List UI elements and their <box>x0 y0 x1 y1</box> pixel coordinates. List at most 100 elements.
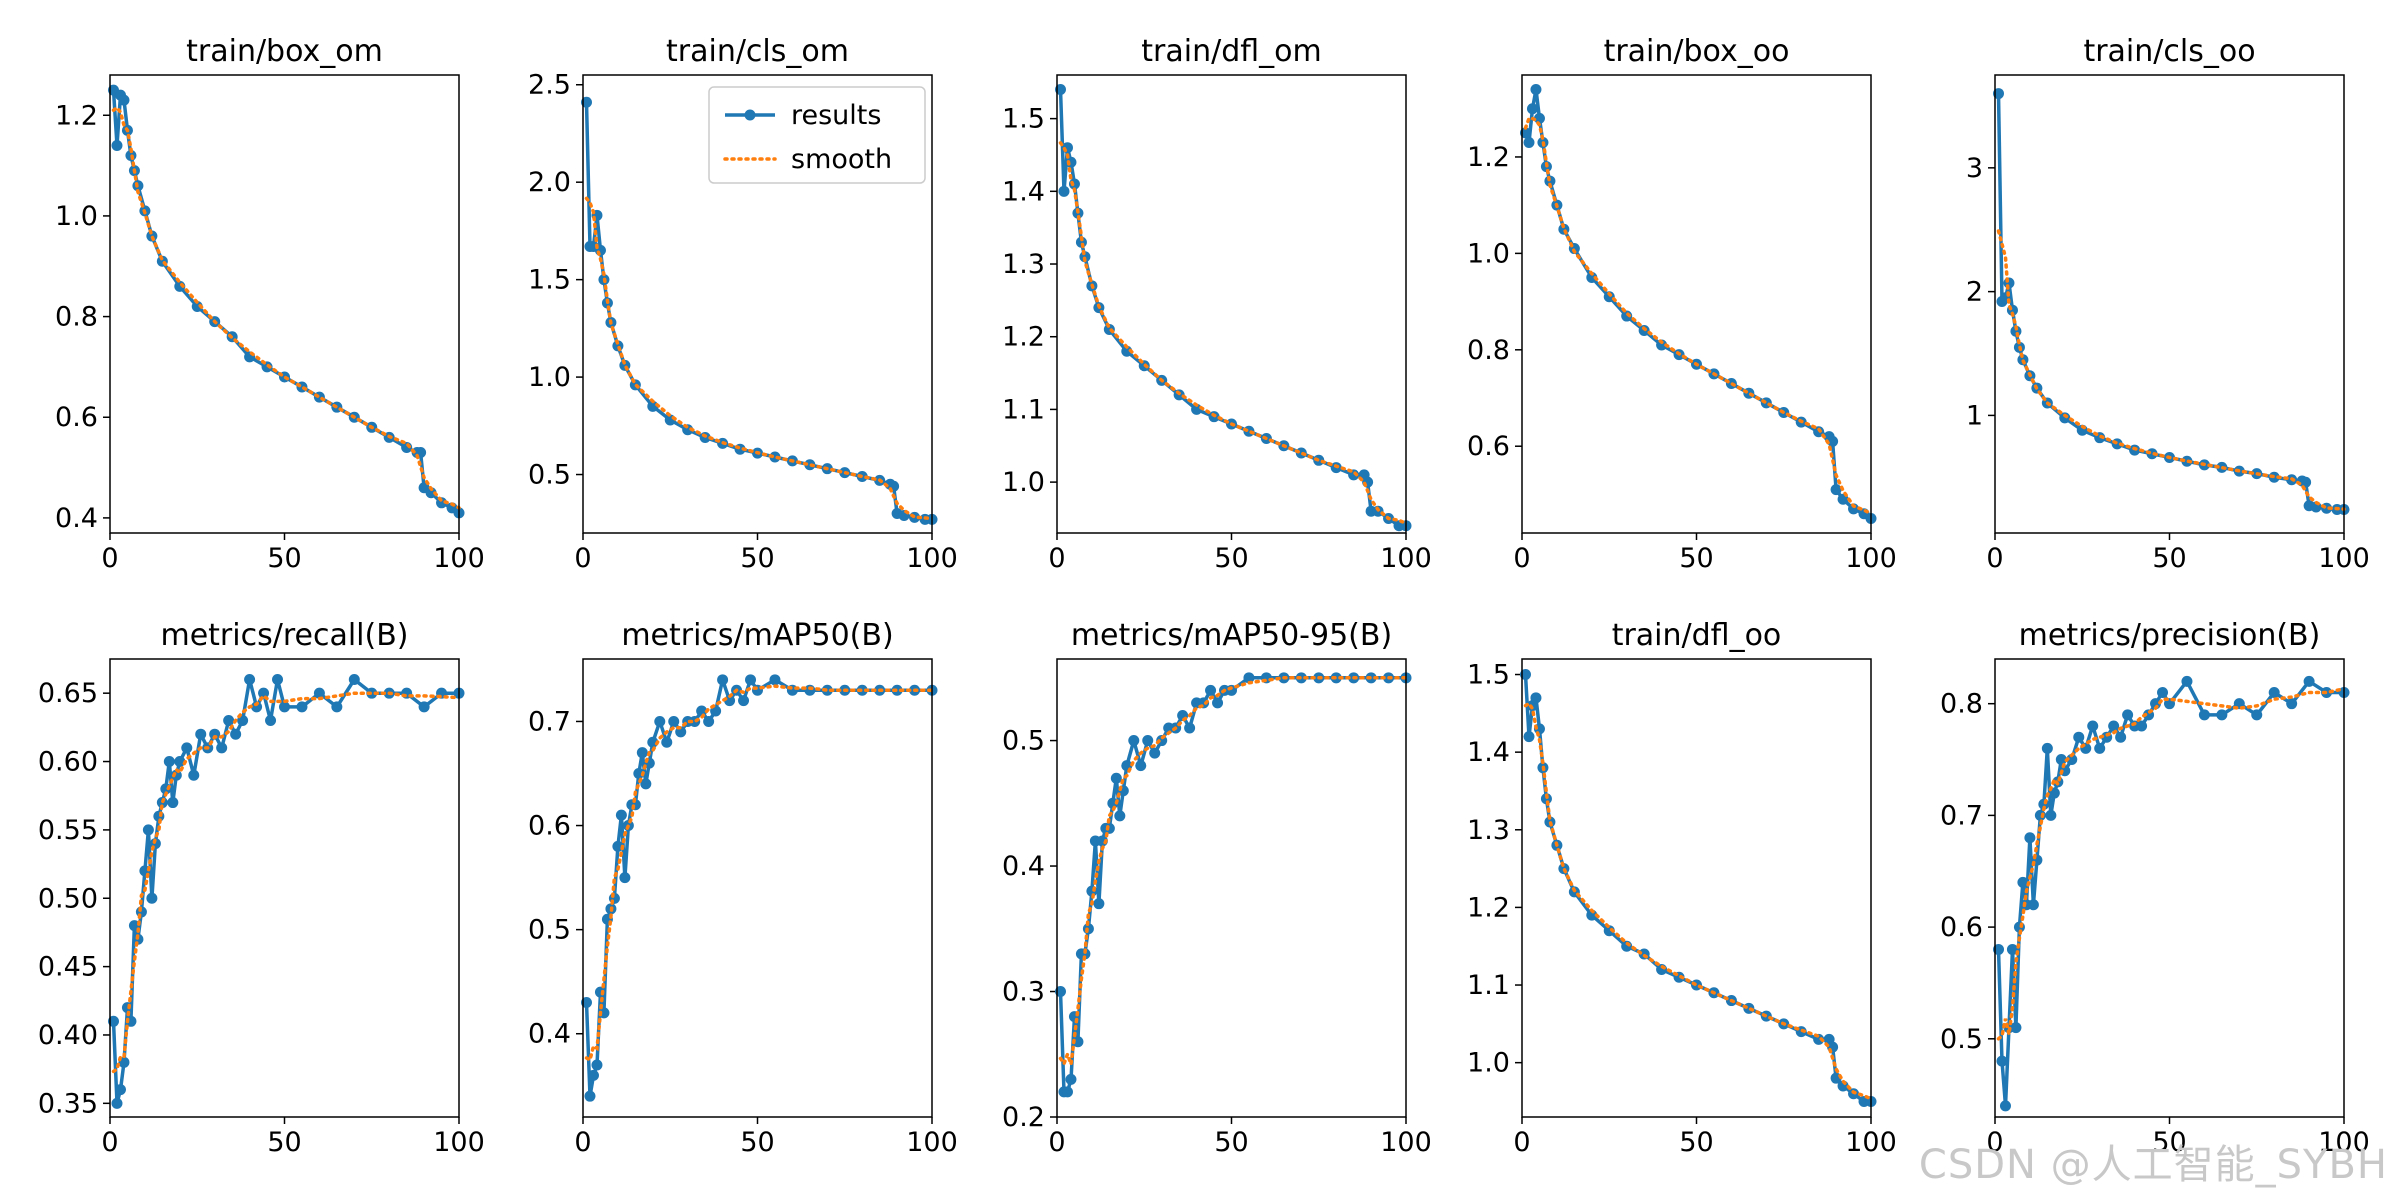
plot-frame <box>582 658 933 1118</box>
y-tick-label: 0.55 <box>38 815 98 846</box>
panel-metrics-recall-B: metrics/recall(B) 0 50 100 0.35 0.40 0.45 0.50 0… <box>38 618 485 1158</box>
y-tick-label: 0.6 <box>1467 431 1510 462</box>
results-point <box>2010 1022 2022 1034</box>
smooth-line <box>584 684 934 1063</box>
results-point <box>769 674 781 686</box>
panel-title: metrics/mAP50-95(B) <box>1071 618 1392 653</box>
y-tick-label: 0.7 <box>528 706 571 737</box>
results-point <box>181 742 193 754</box>
y-tick-label: 1.2 <box>1467 142 1510 173</box>
results-point <box>142 824 154 836</box>
results-point <box>2198 709 2210 721</box>
panel-train-box-om: train/box_om 0 50 100 0.4 0.6 0.8 1.0 1.2 <box>55 34 485 574</box>
x-tick-label: 100 <box>1845 1127 1897 1158</box>
panel-title: train/box_om <box>186 34 383 69</box>
panel-train-cls-om: train/cls_om 0 50 100 0.5 1.0 1.5 2.0 2.5 results… <box>528 34 958 574</box>
results-point <box>2066 754 2078 766</box>
y-tick-label: 0.2 <box>1002 1102 1045 1133</box>
results-point <box>2136 720 2148 732</box>
results-point <box>1114 810 1126 822</box>
y-tick-label: 0.4 <box>528 1019 571 1050</box>
panel-train-dfl-oo: train/dfl_oo 0 50 100 1.0 1.1 1.2 1.3 1.4 1.5 <box>1467 618 1897 1158</box>
results-point <box>2115 731 2127 743</box>
results-point <box>1603 291 1615 303</box>
y-tick-label: 0.45 <box>38 952 98 983</box>
results-point <box>1999 1100 2011 1112</box>
x-tick-label: 50 <box>267 1127 301 1158</box>
results-point <box>223 715 235 727</box>
results-point <box>296 701 308 713</box>
plot-frame <box>1521 74 1872 534</box>
results-point <box>1121 345 1133 357</box>
smooth-line <box>1058 141 1408 526</box>
results-point <box>2300 476 2312 488</box>
x-tick-label: 100 <box>1380 543 1432 574</box>
results-point <box>272 674 284 686</box>
results-point <box>1212 697 1224 709</box>
y-tick-label: 1.1 <box>1002 394 1045 425</box>
x-tick-label: 100 <box>1380 1127 1432 1158</box>
x-tick-label: 0 <box>101 543 118 574</box>
plot-frame <box>109 74 460 534</box>
results-point <box>703 715 715 727</box>
results-point <box>1110 772 1122 784</box>
x-tick-label: 0 <box>574 1127 591 1158</box>
results-point <box>2073 731 2085 743</box>
y-tick-label: 1.0 <box>1467 238 1510 269</box>
results-point <box>1205 684 1217 696</box>
results-point <box>1530 83 1542 95</box>
results-point <box>1830 484 1842 496</box>
results-point <box>2108 720 2120 732</box>
results-point <box>1526 103 1538 115</box>
y-tick-label: 0.35 <box>38 1088 98 1119</box>
results-line <box>1523 87 1872 520</box>
results-point <box>279 701 290 713</box>
y-tick-label: 0.6 <box>1940 912 1983 943</box>
results-point <box>1128 735 1140 747</box>
x-tick-label: 50 <box>1214 543 1248 574</box>
results-point <box>640 778 652 790</box>
y-tick-label: 0.65 <box>38 678 98 709</box>
plot-frame <box>1994 658 2345 1118</box>
panel-title: metrics/mAP50(B) <box>621 618 893 653</box>
x-tick-label: 50 <box>1214 1127 1248 1158</box>
y-tick-label: 1.0 <box>55 201 98 232</box>
results-point <box>2024 832 2036 844</box>
y-tick-label: 0.7 <box>1940 800 1983 831</box>
results-point <box>2157 687 2169 699</box>
x-tick-label: 0 <box>1513 543 1530 574</box>
results-point <box>313 687 325 699</box>
results-point <box>188 769 200 781</box>
results-point <box>1848 503 1860 515</box>
y-tick-label: 0.8 <box>1940 689 1983 720</box>
y-tick-label: 1.5 <box>528 265 571 296</box>
results-point <box>2027 899 2039 911</box>
y-tick-label: 0.60 <box>38 747 98 778</box>
x-tick-label: 100 <box>433 543 485 574</box>
y-tick-label: 1.2 <box>1467 892 1510 923</box>
results-point <box>2303 675 2315 687</box>
legend-results-label: results <box>791 100 881 131</box>
x-tick-label: 0 <box>1048 543 1065 574</box>
x-tick-label: 50 <box>1679 543 1713 574</box>
y-tick-label: 0.5 <box>528 460 571 491</box>
panel-metrics-mAP50-B: metrics/mAP50(B) 0 50 100 0.4 0.5 0.6 0.7 <box>528 618 958 1158</box>
results-line <box>111 677 459 1106</box>
results-point <box>1061 1086 1073 1098</box>
plot-frame <box>109 658 460 1118</box>
results-point <box>2006 943 2018 955</box>
y-tick-label: 0.8 <box>1467 335 1510 366</box>
results-point <box>1996 1055 2008 1067</box>
x-tick-label: 0 <box>1986 1127 2003 1158</box>
results-point <box>717 674 729 686</box>
results-line <box>584 678 932 1098</box>
y-tick-label: 3 <box>1966 153 1983 184</box>
x-tick-label: 100 <box>433 1127 485 1158</box>
y-tick-label: 1 <box>1966 400 1983 431</box>
x-tick-label: 100 <box>2318 543 2370 574</box>
y-tick-label: 0.6 <box>528 811 571 842</box>
x-tick-label: 0 <box>574 543 591 574</box>
panel-metrics-precision-B: metrics/precision(B) 0 50 100 0.5 0.6 0.7 0.8 <box>1940 618 2370 1158</box>
y-tick-label: 1.5 <box>1002 104 1045 135</box>
